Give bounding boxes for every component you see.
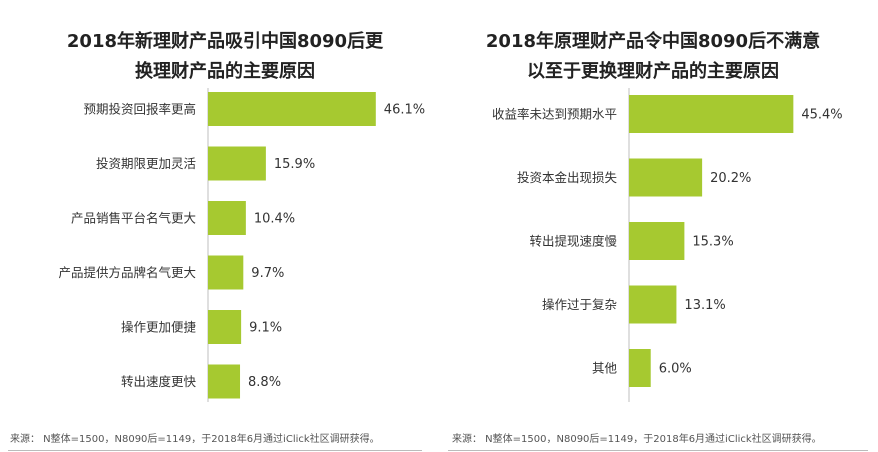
chart-0-bar-4	[208, 310, 242, 344]
right-title-line-1: 2018年原理财产品令中国8090后不满意	[485, 31, 821, 52]
chart-0-category-label-4: 操作更加便捷	[121, 320, 197, 335]
left-title-line-2: 换理财产品的主要原因	[135, 61, 315, 82]
chart-0-value-label-4: 9.1%	[249, 321, 282, 336]
right-chart-title: 2018年原理财产品令中国8090后不满意 以至于更换理财产品的主要原因	[448, 27, 858, 87]
chart-0-bar-0	[208, 92, 376, 126]
chart-0-value-label-3: 9.7%	[251, 266, 284, 281]
left-title-line-1: 2018年新理财产品吸引中国8090后更	[66, 31, 384, 52]
chart-1-value-label-2: 15.3%	[692, 235, 733, 250]
right-title-line-2: 以至于更换理财产品的主要原因	[527, 61, 779, 82]
chart-1-value-label-0: 45.4%	[801, 108, 842, 123]
left-footer-divider	[8, 450, 422, 451]
chart-0-bar-5	[208, 364, 241, 399]
left-bar-chart: 预期投资回报率更高 46.1% 投资期限更加灵活 15.9% 产品销售平台名气更大 10.…	[58, 88, 425, 402]
chart-0-value-label-0: 46.1%	[384, 103, 425, 118]
chart-0-category-label-0: 预期投资回报率更高	[83, 102, 196, 117]
chart-1-category-label-2: 转出提现速度慢	[529, 234, 617, 249]
chart-0-category-label-5: 转出速度更快	[121, 374, 197, 389]
chart-0-bar-3	[208, 255, 244, 290]
chart-1-category-label-3: 操作过于复杂	[542, 297, 617, 312]
left-chart-title: 2018年新理财产品吸引中国8090后更 换理财产品的主要原因	[30, 27, 420, 87]
chart-1-bar-3	[629, 285, 677, 324]
chart-1-bar-4	[629, 349, 651, 387]
right-source-note: 来源： N整体=1500，N8090后=1149，于2018年6月通过iClic…	[452, 434, 822, 445]
chart-0-value-label-5: 8.8%	[248, 375, 281, 390]
chart-0-value-label-1: 15.9%	[274, 157, 315, 172]
chart-1-category-label-1: 投资本金出现损失	[517, 170, 618, 185]
left-source-note: 来源： N整体=1500，N8090后=1149，于2018年6月通过iClic…	[10, 434, 380, 445]
chart-1-bar-0	[629, 95, 794, 133]
chart-1-value-label-3: 13.1%	[684, 298, 725, 313]
chart-0-category-label-2: 产品销售平台名气更大	[71, 211, 196, 226]
chart-1-category-label-0: 收益率未达到预期水平	[492, 107, 617, 122]
chart-0-bar-1	[208, 146, 266, 181]
chart-1-category-label-4: 其他	[592, 361, 618, 376]
right-footer-divider	[448, 450, 868, 451]
right-bar-chart: 收益率未达到预期水平 45.4% 投资本金出现损失 20.2% 转出提现速度慢 15.3%…	[492, 88, 843, 402]
chart-1-bar-2	[629, 222, 685, 260]
chart-1-value-label-1: 20.2%	[710, 171, 751, 186]
chart-1-bar-1	[629, 158, 703, 197]
chart-1-value-label-4: 6.0%	[659, 362, 692, 377]
chart-0-category-label-3: 产品提供方品牌名气更大	[58, 265, 196, 280]
chart-0-value-label-2: 10.4%	[254, 212, 295, 227]
chart-0-category-label-1: 投资期限更加灵活	[96, 156, 196, 171]
chart-0-bar-2	[208, 201, 246, 235]
